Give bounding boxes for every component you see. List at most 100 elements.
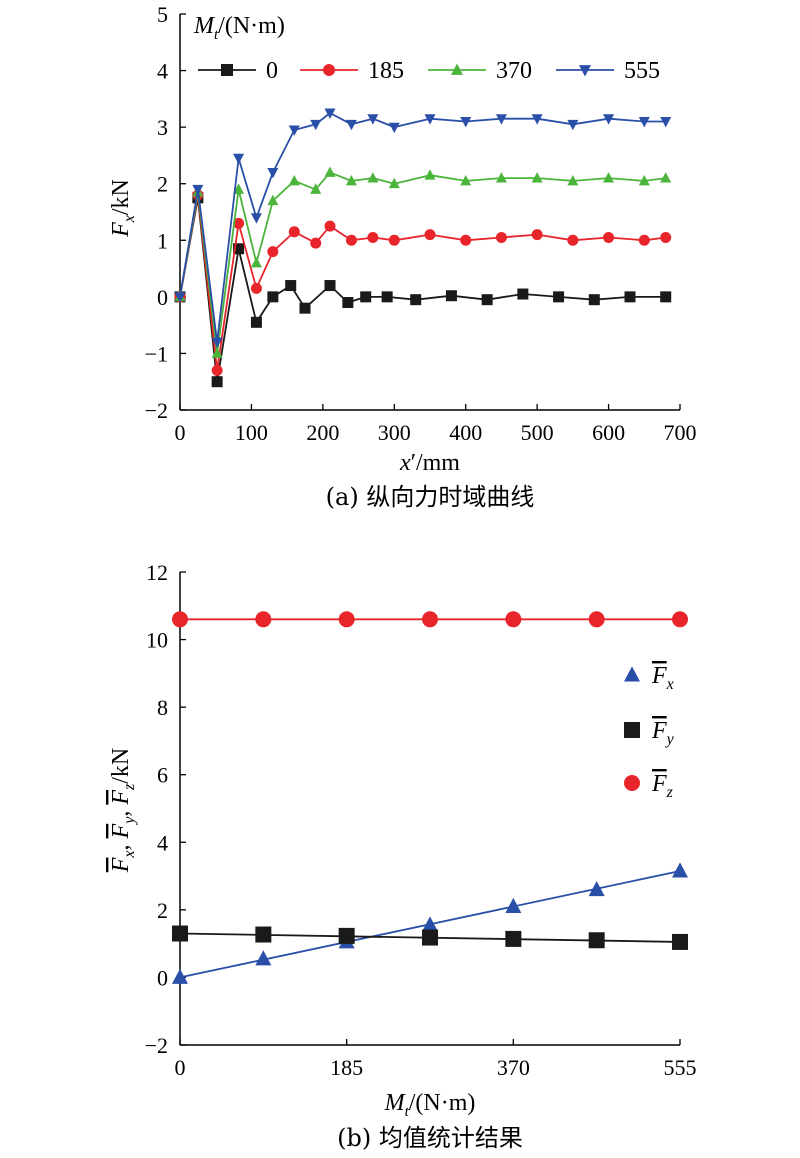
chart-a-series-line-0 xyxy=(179,197,666,383)
chart-a: 0 100 200 300 400 500 600 700 −2 −1 0 1 2 3 4 5 Mt/(N·m… xyxy=(108,2,697,511)
chart-a-x-tick-label: 500 xyxy=(521,420,554,445)
chart-b-y-tick-label: 6 xyxy=(157,763,168,788)
chart-a-series xyxy=(174,108,672,388)
chart-a-y-tick-label: 4 xyxy=(157,59,168,84)
chart-b-y-tick-label: 8 xyxy=(157,695,168,720)
chart-a-point-0 xyxy=(588,294,600,306)
chart-b-x-tick-label: 370 xyxy=(497,1055,530,1080)
chart-a-point-185 xyxy=(250,282,262,294)
chart-a-point-0 xyxy=(553,291,565,303)
chart-a-point-370 xyxy=(495,172,507,183)
chart-b-y-tick-label: 10 xyxy=(146,628,168,653)
chart-b-y-tick-label: −2 xyxy=(145,1033,168,1058)
chart-a-point-0 xyxy=(250,316,262,328)
chart-b-point-Fx xyxy=(505,897,522,913)
chart-a-point-555 xyxy=(250,213,262,224)
chart-a-legend-label-555: 555 xyxy=(624,58,660,84)
chart-b-y-axis-label: Fx, Fy, Fz/kN xyxy=(108,748,138,873)
chart-a-point-555 xyxy=(211,337,223,349)
chart-a-y-axis-label: Fx/kN xyxy=(108,179,138,238)
chart-a-point-185 xyxy=(567,234,579,246)
chart-a-point-370 xyxy=(424,169,436,180)
chart-b-x-tick-label: 0 xyxy=(175,1055,186,1080)
chart-b-legend-marker-Fx xyxy=(624,666,640,682)
chart-a-point-555 xyxy=(310,119,322,131)
chart-b-point-Fz xyxy=(255,611,272,628)
chart-b-caption: (b) 均值统计结果 xyxy=(337,1124,523,1152)
chart-b-x-axis-label: Mt/(N·m) xyxy=(384,1090,476,1120)
chart-a-x-tick-label: 400 xyxy=(449,420,482,445)
chart-a-point-0 xyxy=(381,291,393,303)
chart-a-point-370 xyxy=(267,194,279,206)
chart-a-point-0 xyxy=(342,297,354,309)
chart-a-point-0 xyxy=(517,288,529,300)
chart-a-point-370 xyxy=(388,177,400,189)
chart-a-point-185 xyxy=(345,234,357,246)
chart-a-point-555 xyxy=(288,125,300,136)
chart-a-point-0 xyxy=(285,280,297,292)
chart-a-y-tick-label: 0 xyxy=(157,285,168,310)
chart-a-point-0 xyxy=(481,294,493,306)
chart-b-point-Fy xyxy=(172,925,188,942)
chart-a-y-tick-label: −2 xyxy=(145,398,168,423)
chart-b: 0 185 370 555 −2 0 2 4 6 8 10 12 Fx Fy Fz Mt/(N·m) Fx… xyxy=(108,560,697,1152)
chart-a-point-0 xyxy=(233,243,245,255)
chart-a-point-185 xyxy=(324,220,336,232)
chart-a-point-185 xyxy=(211,364,223,376)
chart-b-point-Fy xyxy=(505,930,522,947)
chart-a-point-0 xyxy=(360,291,372,303)
chart-a-point-555 xyxy=(603,114,615,125)
chart-a-legend-marker-370 xyxy=(451,63,463,75)
chart-a-point-555 xyxy=(367,114,379,125)
chart-a-point-185 xyxy=(233,217,245,229)
chart-b-legend-label-Fz: Fz xyxy=(651,771,674,801)
chart-a-point-0 xyxy=(267,291,279,303)
chart-a-y-tick-label: 3 xyxy=(157,115,168,140)
chart-b-legend: Fx Fy Fz xyxy=(624,663,675,801)
chart-b-point-Fx xyxy=(422,916,438,932)
chart-a-point-370 xyxy=(638,174,650,186)
chart-a-point-370 xyxy=(660,172,672,183)
chart-a-point-555 xyxy=(495,114,507,125)
chart-a-point-370 xyxy=(367,172,379,183)
chart-a-point-0 xyxy=(211,376,223,388)
chart-a-axes: 0 100 200 300 400 500 600 700 −2 −1 0 1 2 3 4 5 xyxy=(145,2,697,445)
chart-a-point-555 xyxy=(424,114,436,125)
chart-a-x-axis-label: x′/mm xyxy=(399,450,460,476)
chart-a-legend-marker-0 xyxy=(221,64,233,76)
chart-a-legend-label-185: 185 xyxy=(368,58,404,84)
chart-a-point-0 xyxy=(299,302,311,314)
chart-b-point-Fy xyxy=(588,932,605,949)
chart-a-legend-label-370: 370 xyxy=(496,58,532,84)
chart-a-point-0 xyxy=(410,294,422,306)
chart-a-point-185 xyxy=(267,246,279,258)
chart-a-caption: (a) 纵向力时域曲线 xyxy=(326,483,535,511)
chart-a-point-0 xyxy=(445,290,457,302)
chart-a-point-370 xyxy=(211,347,223,358)
chart-a-point-555 xyxy=(388,122,400,134)
chart-b-point-Fx xyxy=(172,968,188,984)
chart-b-axes: 0 185 370 555 −2 0 2 4 6 8 10 12 xyxy=(145,560,697,1080)
chart-a-y-tick-label: 2 xyxy=(157,172,168,197)
chart-b-legend-marker-Fy xyxy=(624,722,640,738)
chart-a-point-370 xyxy=(310,183,322,194)
chart-b-x-tick-label: 185 xyxy=(330,1055,363,1080)
svg-text:Fx, Fy, Fz/k: Fx, Fy, Fz/kN xyxy=(108,748,138,873)
chart-a-point-185 xyxy=(460,234,472,246)
chart-a-point-185 xyxy=(288,226,300,238)
chart-a-x-tick-label: 200 xyxy=(306,420,339,445)
chart-a-legend-marker-555 xyxy=(579,65,591,77)
chart-b-point-Fy xyxy=(255,926,272,943)
chart-b-x-tick-label: 555 xyxy=(664,1055,697,1080)
chart-a-point-185 xyxy=(424,229,436,241)
chart-b-point-Fy xyxy=(338,927,355,944)
chart-a-point-370 xyxy=(345,174,357,186)
chart-b-point-Fy xyxy=(422,929,438,946)
chart-a-series-line-370 xyxy=(179,171,666,355)
chart-a-series-line-555 xyxy=(179,112,666,343)
chart-a-point-555 xyxy=(345,119,357,131)
chart-b-y-tick-label: 12 xyxy=(146,560,168,585)
chart-a-point-370 xyxy=(288,174,300,186)
chart-b-point-Fz xyxy=(172,611,188,628)
